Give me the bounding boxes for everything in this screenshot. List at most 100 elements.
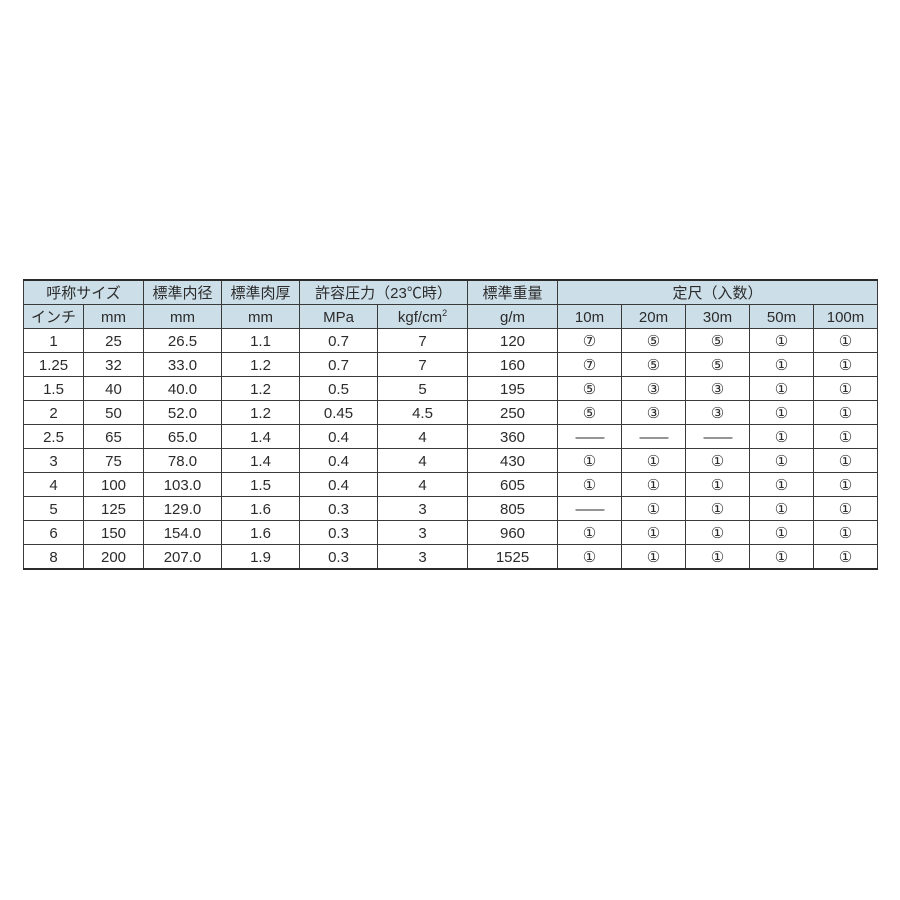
table-body: 12526.51.10.77120⑦⑤⑤①①1.253233.01.20.771… (24, 329, 878, 570)
cell: —— (686, 425, 750, 449)
spec-table-wrap: 呼称サイズ 標準内径 標準肉厚 許容圧力（23℃時） 標準重量 定尺（入数） イ… (23, 279, 877, 570)
cell: —— (558, 497, 622, 521)
hdr-thick: 標準肉厚 (222, 280, 300, 305)
unit-wt: g/m (468, 305, 558, 329)
cell: 1.4 (222, 449, 300, 473)
cell: ① (622, 497, 686, 521)
cell: 25 (84, 329, 144, 353)
cell: ① (558, 545, 622, 570)
cell: 1.25 (24, 353, 84, 377)
cell: ① (814, 521, 878, 545)
cell: 430 (468, 449, 558, 473)
cell: ① (750, 473, 814, 497)
cell: 1.9 (222, 545, 300, 570)
hdr-press: 許容圧力（23℃時） (300, 280, 468, 305)
cell: ① (814, 545, 878, 570)
table-head: 呼称サイズ 標準内径 標準肉厚 許容圧力（23℃時） 標準重量 定尺（入数） イ… (24, 280, 878, 329)
table-row: 5125129.01.60.33805——①①①① (24, 497, 878, 521)
unit-l30: 30m (686, 305, 750, 329)
cell: 33.0 (144, 353, 222, 377)
cell: ① (622, 449, 686, 473)
cell: 5 (24, 497, 84, 521)
cell: ① (814, 449, 878, 473)
cell: 75 (84, 449, 144, 473)
cell: ① (814, 353, 878, 377)
cell: 0.3 (300, 497, 378, 521)
unit-l10: 10m (558, 305, 622, 329)
cell: ① (558, 521, 622, 545)
cell: ① (750, 377, 814, 401)
table-row: 25052.01.20.454.5250⑤③③①① (24, 401, 878, 425)
cell: 0.4 (300, 473, 378, 497)
cell: 3 (378, 545, 468, 570)
table-row: 2.56565.01.40.44360——————①① (24, 425, 878, 449)
unit-l100: 100m (814, 305, 878, 329)
page: 呼称サイズ 標準内径 標準肉厚 許容圧力（23℃時） 標準重量 定尺（入数） イ… (0, 0, 900, 900)
unit-l20: 20m (622, 305, 686, 329)
cell: 4 (378, 473, 468, 497)
cell: ① (686, 521, 750, 545)
cell: 120 (468, 329, 558, 353)
cell: ① (750, 497, 814, 521)
table-row: 1.253233.01.20.77160⑦⑤⑤①① (24, 353, 878, 377)
cell: ① (814, 377, 878, 401)
cell: 1.5 (222, 473, 300, 497)
cell: ③ (686, 377, 750, 401)
unit-id: mm (144, 305, 222, 329)
cell: 250 (468, 401, 558, 425)
unit-kgf: kgf/cm2 (378, 305, 468, 329)
cell: 360 (468, 425, 558, 449)
cell: ① (750, 425, 814, 449)
cell: 32 (84, 353, 144, 377)
unit-l50: 50m (750, 305, 814, 329)
cell: 1.1 (222, 329, 300, 353)
cell: 1.4 (222, 425, 300, 449)
cell: ⑤ (622, 329, 686, 353)
cell: 0.3 (300, 521, 378, 545)
cell: 1.6 (222, 521, 300, 545)
cell: 0.7 (300, 353, 378, 377)
cell: 960 (468, 521, 558, 545)
cell: ⑤ (622, 353, 686, 377)
cell: ③ (686, 401, 750, 425)
cell: ⑤ (686, 353, 750, 377)
table-row: 4100103.01.50.44605①①①①① (24, 473, 878, 497)
cell: 2.5 (24, 425, 84, 449)
unit-inch: インチ (24, 305, 84, 329)
table-row: 37578.01.40.44430①①①①① (24, 449, 878, 473)
cell: 50 (84, 401, 144, 425)
hdr-weight: 標準重量 (468, 280, 558, 305)
cell: 8 (24, 545, 84, 570)
cell: ① (814, 473, 878, 497)
cell: 2 (24, 401, 84, 425)
cell: 1.5 (24, 377, 84, 401)
cell: 195 (468, 377, 558, 401)
cell: ① (750, 329, 814, 353)
cell: 26.5 (144, 329, 222, 353)
cell: —— (558, 425, 622, 449)
cell: 1 (24, 329, 84, 353)
cell: 0.45 (300, 401, 378, 425)
cell: ⑤ (558, 377, 622, 401)
cell: ① (558, 449, 622, 473)
cell: 125 (84, 497, 144, 521)
cell: 4 (24, 473, 84, 497)
cell: 100 (84, 473, 144, 497)
cell: 5 (378, 377, 468, 401)
cell: ⑦ (558, 329, 622, 353)
cell: 605 (468, 473, 558, 497)
cell: 0.7 (300, 329, 378, 353)
cell: 0.4 (300, 449, 378, 473)
cell: 0.4 (300, 425, 378, 449)
unit-mpa: MPa (300, 305, 378, 329)
cell: ⑤ (686, 329, 750, 353)
cell: 1.2 (222, 377, 300, 401)
cell: 40 (84, 377, 144, 401)
cell: ① (750, 521, 814, 545)
table-row: 6150154.01.60.33960①①①①① (24, 521, 878, 545)
hdr-length: 定尺（入数） (558, 280, 878, 305)
table-row: 1.54040.01.20.55195⑤③③①① (24, 377, 878, 401)
cell: 52.0 (144, 401, 222, 425)
cell: ① (622, 473, 686, 497)
cell: ① (814, 425, 878, 449)
